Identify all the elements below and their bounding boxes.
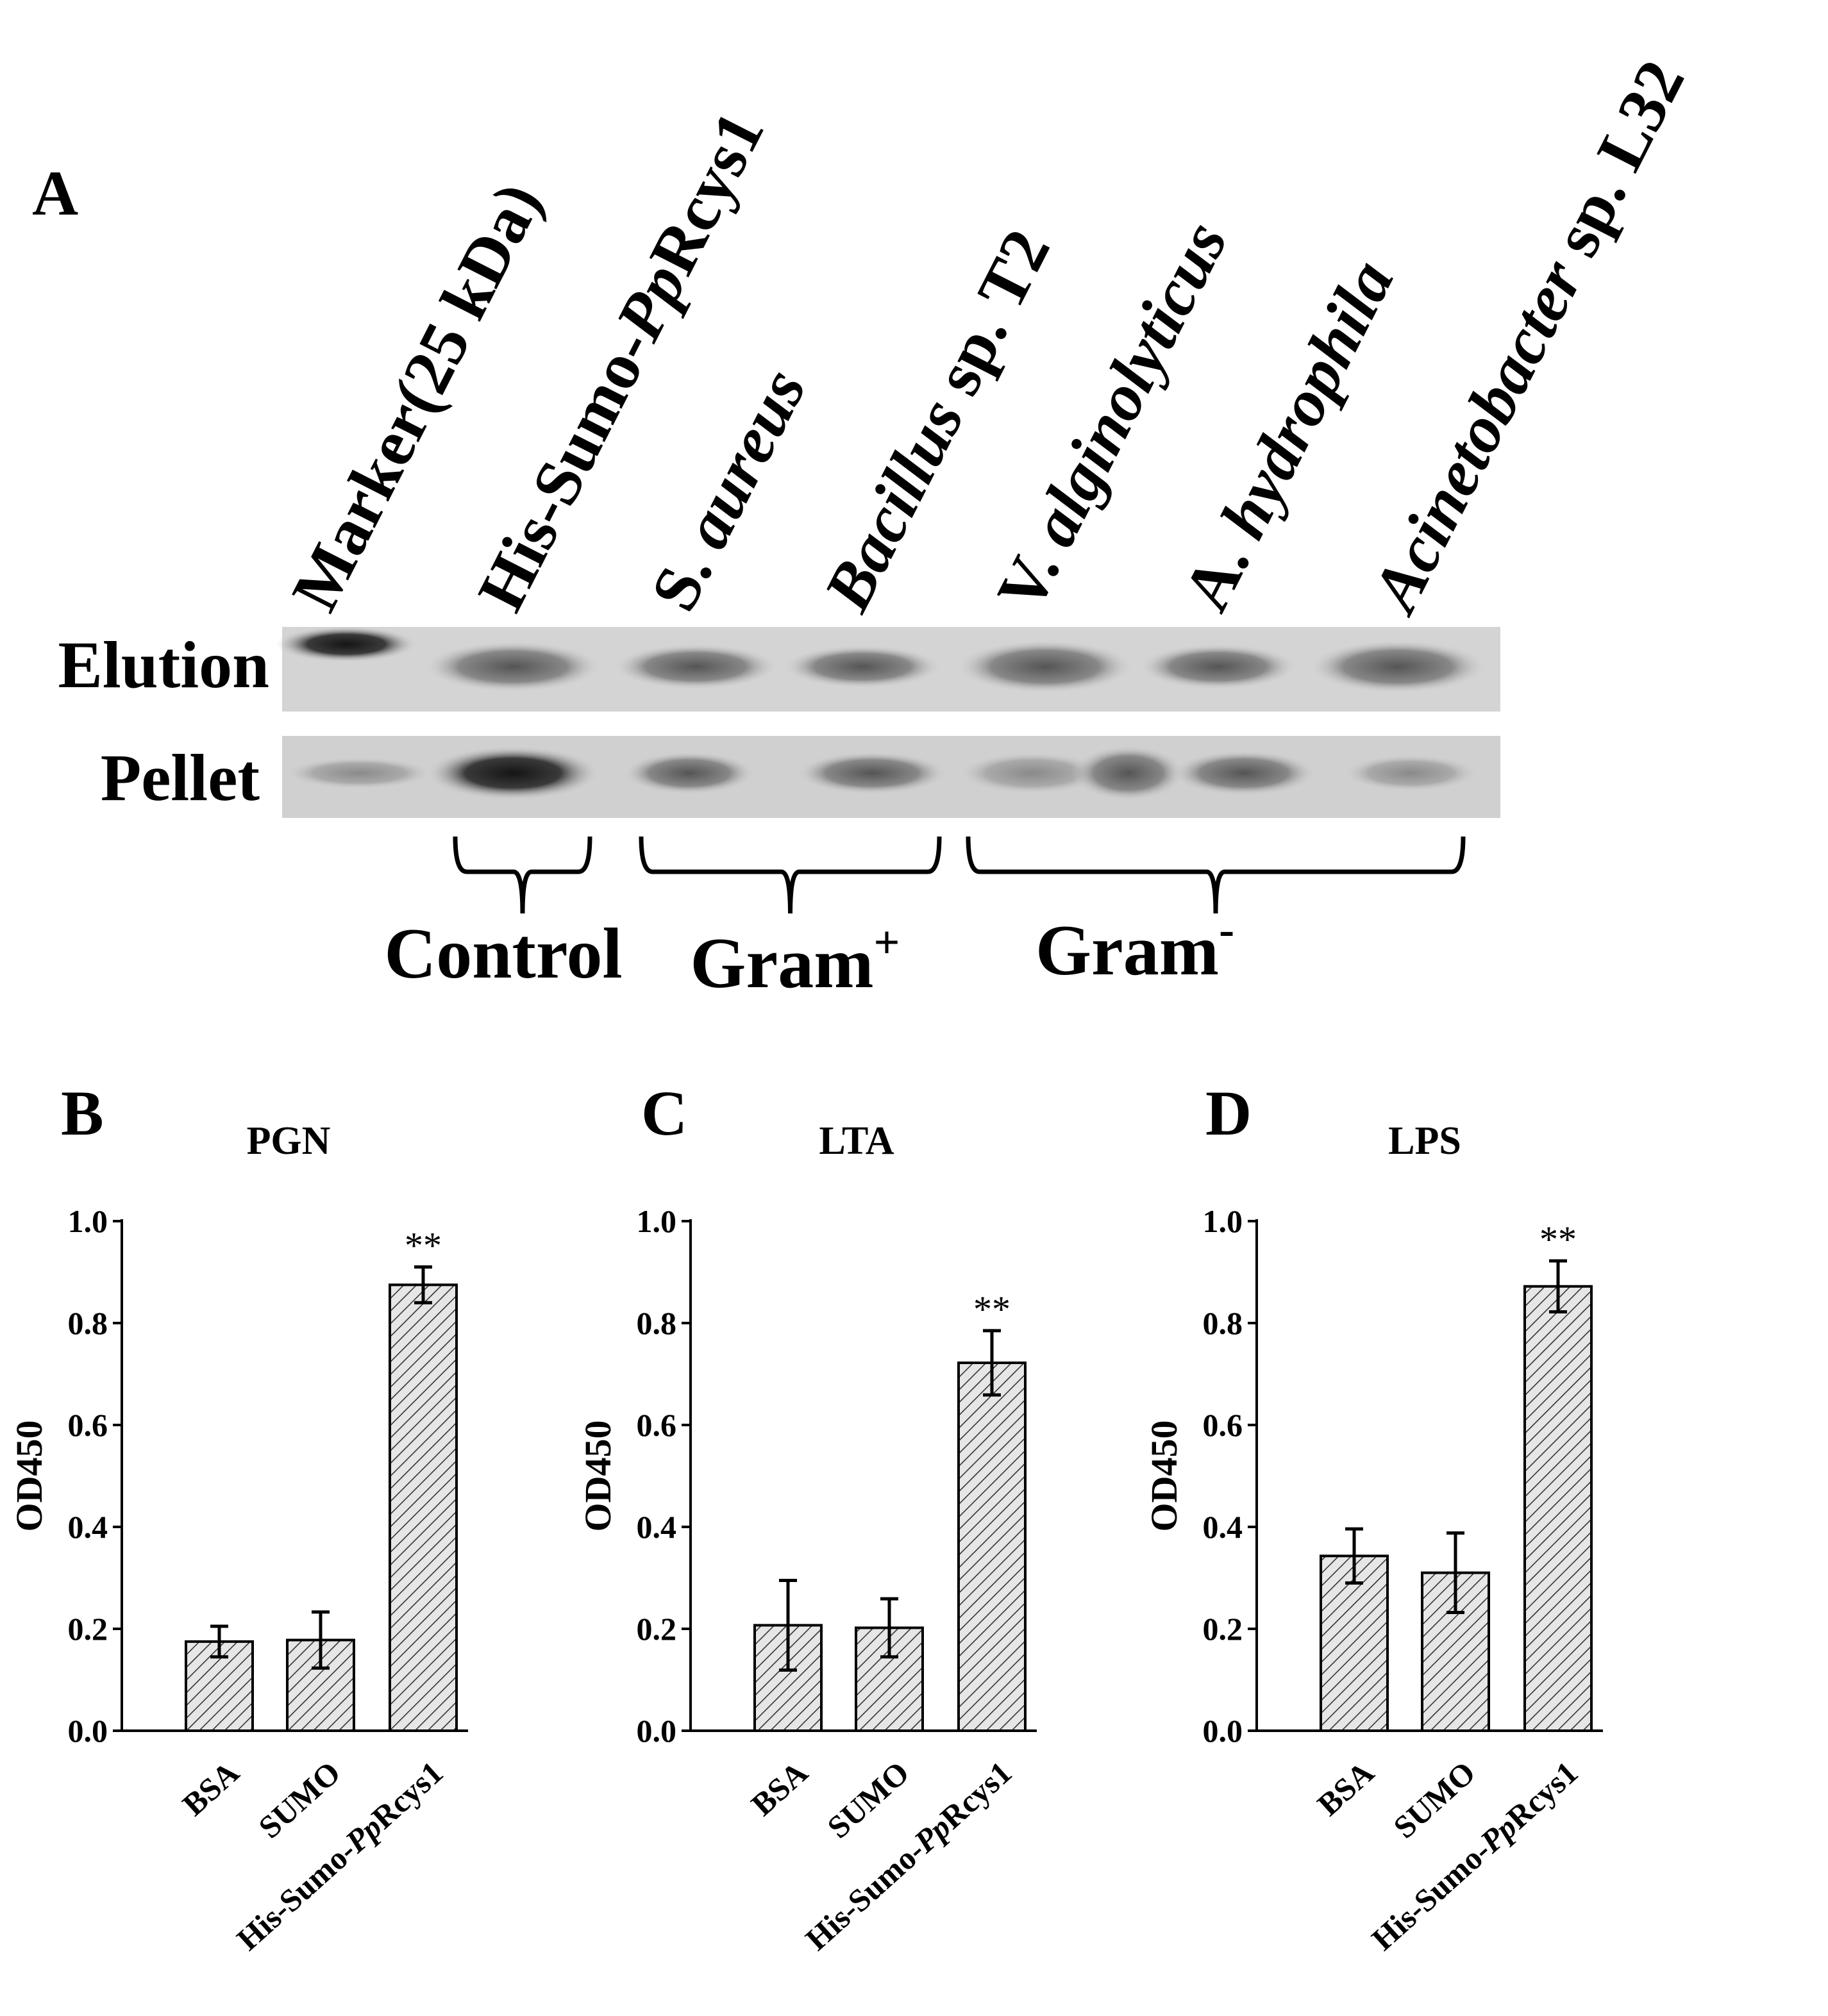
lane-label-part: sp. L32 — [1531, 49, 1698, 282]
group-brace — [639, 836, 942, 914]
lane-label: S. aureus — [637, 358, 820, 622]
gel-band — [276, 626, 417, 662]
gel-band — [1170, 750, 1318, 796]
bar — [1523, 1285, 1593, 1732]
gel-blot — [276, 626, 1500, 818]
x-tick-label: BSA — [744, 1754, 815, 1823]
lane-label-part: sp. T2 — [912, 219, 1064, 421]
lane-label: Acinetobacter sp. L32 — [1356, 49, 1698, 625]
gel-band — [782, 645, 943, 688]
x-tick-label-part: Rcys1 — [365, 1754, 449, 1836]
gel-band — [1071, 745, 1186, 801]
chart-title: PGN — [247, 1119, 331, 1163]
x-tick-label: BSA — [1311, 1754, 1381, 1823]
lane-label-part: His-Sumo- — [464, 318, 667, 622]
group-label-superscript: - — [1219, 904, 1234, 955]
y-tick-label: 0.2 — [68, 1611, 108, 1647]
gel-band — [1340, 754, 1481, 792]
y-tick-label: 0.8 — [68, 1305, 108, 1341]
lane-label-part: hydrophila — [1206, 249, 1408, 549]
gel-band — [282, 756, 436, 790]
gel-band — [426, 746, 600, 800]
y-tick-label: 0.6 — [68, 1407, 108, 1443]
group-label-text: Control — [384, 914, 622, 994]
y-tick-label: 0.8 — [637, 1305, 677, 1341]
gel-band — [622, 751, 757, 795]
y-tick-label: 0.0 — [637, 1713, 677, 1749]
group-label: Control — [384, 914, 622, 994]
group-braces — [453, 836, 1466, 914]
chart-title: LTA — [819, 1119, 894, 1163]
bar — [1320, 1554, 1389, 1732]
panel-letter: D — [1205, 1078, 1252, 1149]
group-label: Gram- — [1036, 904, 1234, 990]
x-tick-label-part: His-Sumo- — [798, 1833, 931, 1957]
y-axis-label: OD450 — [1143, 1420, 1185, 1532]
group-label: Gram+ — [690, 917, 900, 1003]
x-tick-label-part: Rcys1 — [934, 1754, 1018, 1836]
gel-band — [423, 641, 603, 692]
panel-letter: C — [641, 1078, 687, 1149]
chart-title: LPS — [1388, 1119, 1461, 1163]
x-tick-label-part: His-Sumo- — [1364, 1833, 1497, 1957]
y-tick-label: 0.0 — [1203, 1713, 1243, 1749]
gel-band — [795, 751, 949, 795]
group-label-superscript: + — [874, 917, 900, 968]
gel-band — [612, 644, 779, 690]
lane-label-part: aureus — [669, 358, 820, 560]
lane-label-part: Rcys1 — [635, 100, 778, 285]
y-tick-label: 0.4 — [1203, 1509, 1243, 1545]
panel-letter-a: A — [32, 158, 78, 229]
y-tick-label: 0.4 — [637, 1509, 677, 1545]
row-label-pellet: Pellet — [101, 741, 260, 815]
panel-letter: B — [61, 1078, 104, 1149]
gel-band — [1308, 640, 1488, 694]
y-tick-label: 0.4 — [68, 1509, 108, 1545]
significance-label: ** — [1539, 1219, 1577, 1260]
gel-bands — [276, 626, 1488, 801]
y-axis-label: OD450 — [8, 1420, 50, 1532]
y-tick-label: 1.0 — [1203, 1203, 1243, 1239]
y-tick-label: 0.6 — [1203, 1407, 1243, 1443]
group-label-text: Gram — [690, 924, 873, 1003]
x-tick-label: SUMO — [820, 1754, 916, 1845]
x-tick-label-part: His-Sumo- — [230, 1833, 362, 1957]
significance-label: ** — [405, 1225, 442, 1267]
chart-panel-d: D LPS OD450 0.0 0.2 0.4 0.6 0.8 1.0 BSA SUMO ** His-… — [1143, 1078, 1603, 1957]
group-label-text: Gram — [1036, 911, 1219, 990]
y-tick-label: 0.8 — [1203, 1305, 1243, 1341]
gel-band — [955, 640, 1135, 694]
significance-label: ** — [973, 1288, 1010, 1330]
gel-band — [1138, 644, 1298, 690]
row-label-elution: Elution — [58, 628, 269, 702]
y-tick-label: 0.2 — [637, 1611, 677, 1647]
chart-panel-c: C LTA OD450 0.0 0.2 0.4 0.6 0.8 1.0 BSA SUMO ** His-… — [577, 1078, 1037, 1957]
y-tick-label: 0.0 — [68, 1713, 108, 1749]
x-tick-label: SUMO — [251, 1754, 347, 1845]
y-tick-label: 1.0 — [637, 1203, 677, 1239]
lane-label-part: Bacillus — [810, 387, 978, 622]
group-brace — [966, 836, 1466, 914]
chart-panel-b: B PGN OD450 0.0 0.2 0.4 0.6 0.8 1.0 BSA SUMO ** His-… — [8, 1078, 468, 1957]
y-tick-label: 0.2 — [1203, 1611, 1243, 1647]
bar — [389, 1283, 458, 1732]
bar — [957, 1362, 1027, 1732]
y-tick-label: 1.0 — [68, 1203, 108, 1239]
group-brace — [453, 836, 592, 914]
x-tick-label-part: Rcys1 — [1500, 1754, 1584, 1836]
y-axis-label: OD450 — [577, 1420, 619, 1532]
x-tick-label: BSA — [176, 1754, 246, 1823]
gel-band — [955, 751, 1109, 795]
group-labels: Control Gram+ Gram- — [384, 904, 1234, 1003]
y-tick-label: 0.6 — [637, 1407, 677, 1443]
x-tick-label: SUMO — [1386, 1754, 1482, 1845]
